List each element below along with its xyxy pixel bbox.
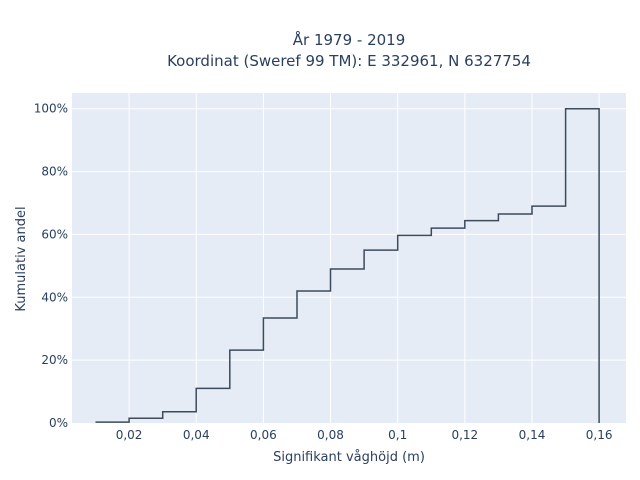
y-tick-label: 80%	[41, 165, 68, 179]
y-tick-label: 20%	[41, 353, 68, 367]
y-axis-title: Kumulativ andel	[14, 206, 29, 311]
x-tick-label: 0,02	[116, 428, 143, 442]
chart-title-line2: Koordinat (Sweref 99 TM): E 332961, N 63…	[167, 52, 531, 70]
x-tick-label: 0,1	[388, 428, 407, 442]
y-tick-label: 40%	[41, 290, 68, 304]
x-tick-label: 0,06	[250, 428, 277, 442]
x-tick-label: 0,04	[183, 428, 210, 442]
cumulative-step-line	[95, 107, 600, 423]
x-tick-label: 0,14	[519, 428, 546, 442]
chart-title-line1: År 1979 - 2019	[293, 30, 406, 49]
y-axis-ticks: 0% 20% 40% 60% 80% 100%	[34, 102, 68, 430]
x-tick-label: 0,12	[451, 428, 478, 442]
y-gridlines	[72, 108, 626, 361]
y-tick-label: 100%	[34, 102, 68, 116]
y-tick-label: 60%	[41, 227, 68, 241]
x-tick-label: 0,16	[586, 428, 613, 442]
plot-area	[72, 93, 626, 423]
x-axis-ticks: 0,02 0,04 0,06 0,08 0,1 0,12 0,14 0,16	[116, 428, 613, 442]
y-tick-label: 0%	[49, 416, 68, 430]
x-gridlines	[128, 93, 600, 423]
x-axis-title: Signifikant våghöjd (m)	[273, 450, 425, 465]
x-tick-label: 0,08	[317, 428, 344, 442]
